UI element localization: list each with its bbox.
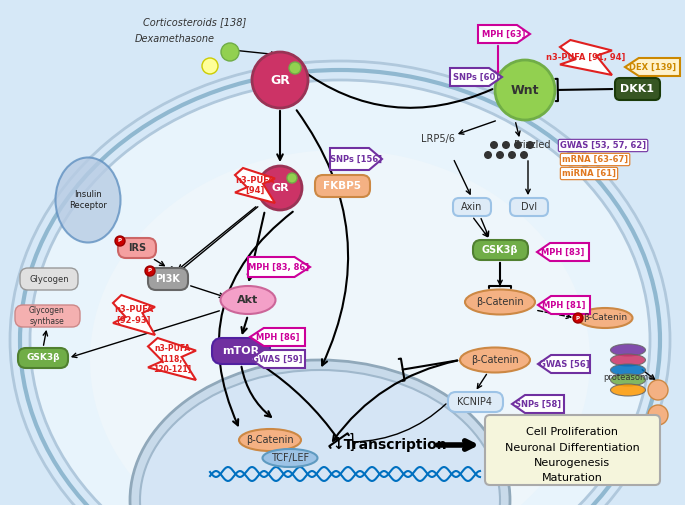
Circle shape (221, 43, 239, 61)
FancyBboxPatch shape (315, 175, 370, 197)
Text: P: P (118, 238, 122, 243)
Text: Neuronal Differentiation: Neuronal Differentiation (505, 443, 639, 453)
FancyBboxPatch shape (212, 338, 270, 364)
Text: Cell Proliferation: Cell Proliferation (526, 427, 618, 437)
Polygon shape (250, 350, 305, 368)
Text: β-Catenin: β-Catenin (246, 435, 294, 445)
Circle shape (490, 141, 498, 149)
Ellipse shape (610, 364, 645, 376)
Text: Neurogenesis: Neurogenesis (534, 458, 610, 468)
Ellipse shape (55, 158, 121, 242)
Text: n3-PUFA
[94]: n3-PUFA [94] (236, 176, 275, 195)
Text: P: P (148, 269, 152, 274)
Polygon shape (250, 328, 305, 346)
Polygon shape (512, 395, 564, 413)
FancyBboxPatch shape (118, 238, 156, 258)
Text: β-Catenin: β-Catenin (476, 297, 524, 307)
Text: GWAS [53, 57, 62]: GWAS [53, 57, 62] (560, 141, 646, 150)
Text: LRP5/6: LRP5/6 (421, 134, 455, 144)
FancyBboxPatch shape (20, 268, 78, 290)
Text: Insulin
Receptor: Insulin Receptor (69, 190, 107, 210)
Text: Axin: Axin (461, 202, 483, 212)
Text: DEX [139]: DEX [139] (629, 63, 676, 72)
Polygon shape (560, 40, 612, 75)
FancyBboxPatch shape (510, 198, 548, 216)
Text: Corticosteroids [138]: Corticosteroids [138] (143, 17, 247, 27)
Circle shape (526, 141, 534, 149)
Polygon shape (248, 257, 310, 277)
Text: IRS: IRS (128, 243, 146, 253)
Text: Glycogen: Glycogen (29, 275, 68, 283)
Ellipse shape (140, 370, 500, 505)
Ellipse shape (30, 80, 650, 505)
Text: GSK3β: GSK3β (26, 354, 60, 363)
Text: MPH [81]: MPH [81] (543, 300, 586, 310)
FancyBboxPatch shape (18, 348, 68, 368)
Circle shape (289, 62, 301, 74)
Text: proteasome: proteasome (603, 374, 653, 382)
Text: n3-PUFA
[92-93]: n3-PUFA [92-93] (114, 306, 153, 325)
Circle shape (145, 266, 155, 276)
Text: GSK3β: GSK3β (482, 245, 519, 255)
Circle shape (202, 58, 218, 74)
Circle shape (573, 313, 583, 323)
Polygon shape (330, 148, 382, 170)
Text: Glycogen
synthase: Glycogen synthase (29, 307, 65, 326)
Text: FKBP5: FKBP5 (323, 181, 361, 191)
Text: Wnt: Wnt (511, 83, 539, 96)
Ellipse shape (239, 429, 301, 451)
Polygon shape (538, 296, 590, 314)
Circle shape (502, 141, 510, 149)
Text: MPH [83]: MPH [83] (541, 247, 585, 257)
Text: GR: GR (271, 183, 289, 193)
FancyBboxPatch shape (473, 240, 528, 260)
Text: MPH [86]: MPH [86] (256, 332, 299, 341)
Ellipse shape (577, 308, 632, 328)
Polygon shape (478, 25, 530, 43)
Circle shape (287, 173, 297, 183)
Text: DKK1: DKK1 (620, 84, 654, 94)
Text: MPH [63]: MPH [63] (482, 29, 526, 38)
Ellipse shape (460, 347, 530, 373)
Text: miRNA [61]: miRNA [61] (562, 169, 616, 178)
Text: SNPs [60]: SNPs [60] (453, 73, 499, 81)
Circle shape (495, 60, 555, 120)
Circle shape (514, 141, 522, 149)
Circle shape (115, 236, 125, 246)
Text: Maturation: Maturation (542, 473, 602, 483)
Text: mTOR: mTOR (223, 346, 260, 356)
FancyBboxPatch shape (148, 268, 188, 290)
Text: SNPs [58]: SNPs [58] (515, 399, 561, 409)
Text: MPH [83, 86]: MPH [83, 86] (249, 263, 310, 272)
Text: n3-PUFA
[118,
120-121]: n3-PUFA [118, 120-121] (153, 344, 191, 374)
Circle shape (258, 166, 302, 210)
Text: Frizzled: Frizzled (514, 140, 550, 150)
Ellipse shape (610, 354, 645, 366)
Text: n3-PUFA [91, 94]: n3-PUFA [91, 94] (547, 53, 625, 62)
Text: KCNIP4: KCNIP4 (458, 397, 493, 407)
Circle shape (648, 380, 668, 400)
FancyBboxPatch shape (453, 198, 491, 216)
Text: Dvl: Dvl (521, 202, 537, 212)
Circle shape (252, 52, 308, 108)
Ellipse shape (610, 374, 645, 386)
Text: β-Catenin: β-Catenin (471, 355, 519, 365)
Ellipse shape (610, 344, 645, 356)
Ellipse shape (130, 360, 510, 505)
FancyBboxPatch shape (448, 392, 503, 412)
Text: P: P (576, 316, 580, 321)
FancyBboxPatch shape (15, 305, 80, 327)
Text: PI3K: PI3K (155, 274, 180, 284)
Polygon shape (450, 68, 502, 86)
Circle shape (508, 151, 516, 159)
Polygon shape (537, 243, 589, 261)
Text: Akt: Akt (238, 295, 259, 305)
Text: Dexamethasone: Dexamethasone (135, 34, 215, 44)
Text: GWAS [59]: GWAS [59] (252, 355, 303, 364)
Text: β-Catenin: β-Catenin (583, 314, 627, 323)
Polygon shape (148, 338, 196, 380)
Ellipse shape (90, 150, 590, 505)
Polygon shape (113, 295, 155, 335)
Circle shape (520, 151, 528, 159)
